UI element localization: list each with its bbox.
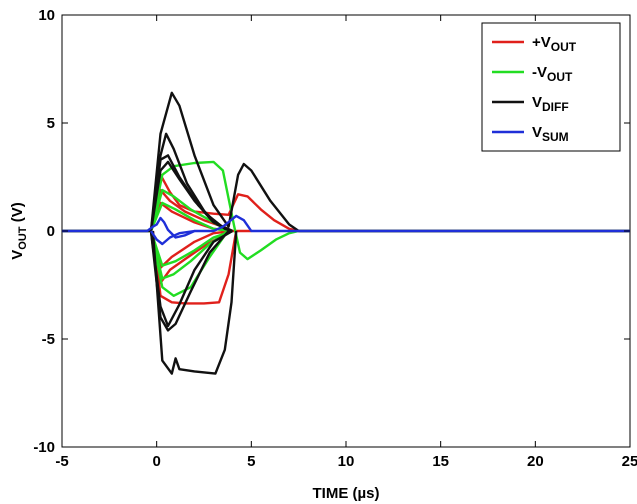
series-3-trace-1 bbox=[149, 229, 195, 246]
x-tick-label-2: 5 bbox=[247, 453, 255, 470]
legend-label-1: -VOUT bbox=[532, 64, 573, 84]
y-tick-label-4: -10 bbox=[33, 439, 55, 456]
series-2-trace-3 bbox=[149, 160, 233, 233]
series-1-trace-4 bbox=[149, 229, 233, 280]
series-1-trace-0 bbox=[62, 160, 630, 261]
x-tick-label-5: 20 bbox=[527, 453, 544, 470]
legend-label-2: VDIFF bbox=[532, 94, 569, 114]
legend: +VOUT -VOUT VDIFF VSUM bbox=[481, 22, 621, 152]
series-0-trace-5 bbox=[151, 230, 238, 305]
y-tick-label-2: 0 bbox=[47, 223, 55, 240]
y-tick-label-3: -5 bbox=[42, 331, 55, 348]
x-tick-label-1: 0 bbox=[152, 453, 160, 470]
x-axis-label: TIME (µs) bbox=[313, 485, 380, 502]
series-layer bbox=[62, 91, 630, 375]
series-0-trace-0 bbox=[62, 173, 630, 233]
y-tick-label-0: 10 bbox=[38, 7, 55, 24]
legend-label-0: +VOUT bbox=[532, 34, 577, 54]
x-tick-label-0: -5 bbox=[55, 453, 68, 470]
series-2-trace-6 bbox=[151, 230, 238, 375]
y-axis-label: VOUT (V) bbox=[9, 202, 29, 259]
y-tick-label-1: 5 bbox=[47, 115, 55, 132]
legend-box bbox=[481, 22, 621, 152]
x-tick-label-6: 25 bbox=[622, 453, 637, 470]
legend-label-3: VSUM bbox=[532, 124, 569, 144]
series-2-trace-5 bbox=[149, 229, 233, 332]
series-3-trace-0 bbox=[62, 214, 630, 239]
x-tick-label-4: 15 bbox=[432, 453, 449, 470]
series-1-trace-3 bbox=[149, 229, 233, 267]
x-tick-label-3: 10 bbox=[338, 453, 355, 470]
series-2-trace-0 bbox=[62, 91, 630, 233]
